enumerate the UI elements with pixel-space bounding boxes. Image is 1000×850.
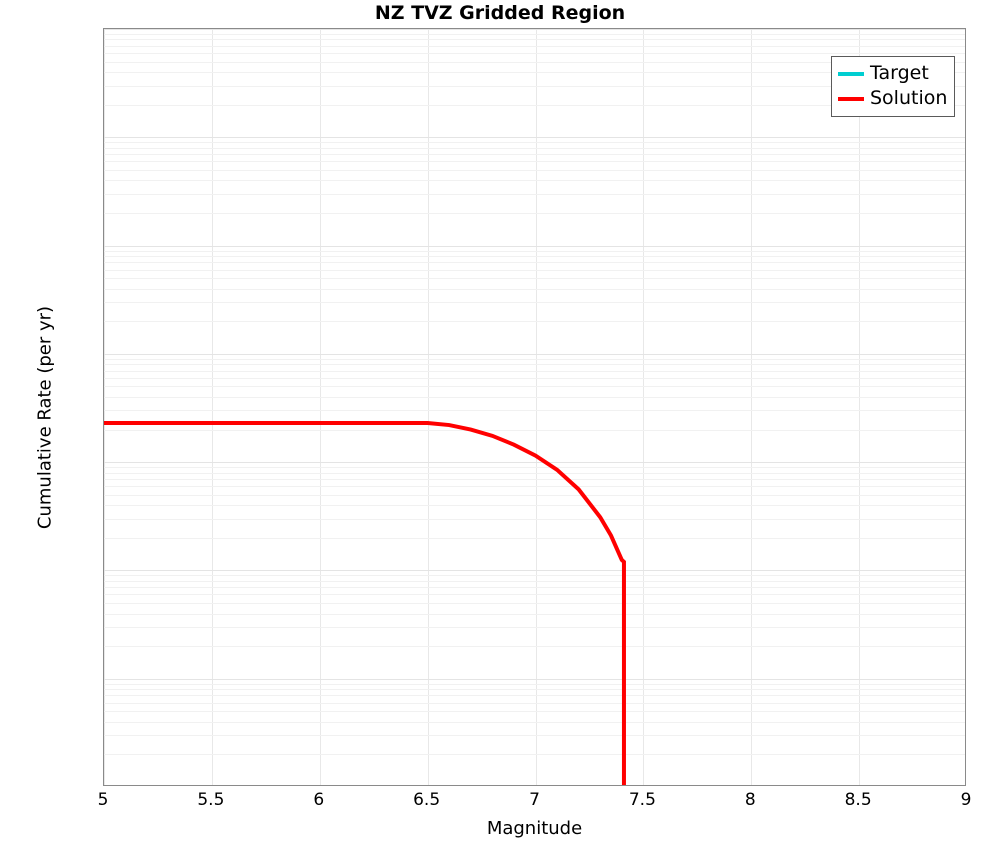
- gridline-horizontal-minor: [104, 45, 965, 47]
- legend-entry[interactable]: Solution: [838, 86, 947, 111]
- gridline-horizontal-minor: [104, 278, 965, 280]
- y-axis-label: Cumulative Rate (per yr): [34, 305, 56, 530]
- gridline-horizontal-minor: [104, 85, 965, 87]
- gridline-horizontal-minor: [104, 53, 965, 55]
- x-tick-label: 8.5: [844, 790, 872, 810]
- gridline-vertical: [319, 29, 321, 785]
- gridline-horizontal-minor: [104, 410, 965, 412]
- gridline-horizontal-minor: [104, 575, 965, 577]
- gridline-horizontal-minor: [104, 386, 965, 388]
- gridline-horizontal-minor: [104, 321, 965, 323]
- x-axis-label: Magnitude: [486, 818, 583, 839]
- gridline-horizontal-minor: [104, 711, 965, 713]
- gridline-horizontal-major: [104, 570, 965, 572]
- legend-label: Solution: [870, 87, 948, 109]
- series-layer: [104, 420, 626, 785]
- series-line-solution: [104, 420, 626, 785]
- gridline-horizontal-major: [104, 678, 965, 680]
- gridline-horizontal-minor: [104, 689, 965, 691]
- x-tick-label: 9: [960, 790, 972, 810]
- gridline-horizontal-minor: [104, 603, 965, 605]
- gridline-horizontal-major: [104, 245, 965, 247]
- gridline-horizontal-minor: [104, 494, 965, 496]
- x-tick-label: 5: [97, 790, 109, 810]
- gridline-horizontal-minor: [104, 429, 965, 431]
- gridline-horizontal-minor: [104, 262, 965, 264]
- gridline-horizontal-minor: [104, 72, 965, 74]
- x-tick-label: 5.5: [197, 790, 225, 810]
- legend-color-swatch: [838, 96, 864, 101]
- gridline-horizontal-major: [104, 29, 965, 30]
- gridline-horizontal-minor: [104, 169, 965, 171]
- gridline-horizontal-minor: [104, 193, 965, 195]
- gridline-horizontal-minor: [104, 212, 965, 214]
- gridline-horizontal-minor: [104, 302, 965, 304]
- gridline-horizontal-minor: [104, 594, 965, 596]
- gridline-horizontal-minor: [104, 518, 965, 520]
- gridline-horizontal-minor: [104, 467, 965, 469]
- gridline-horizontal-minor: [104, 370, 965, 372]
- gridline-horizontal-minor: [104, 180, 965, 182]
- gridline-horizontal-minor: [104, 250, 965, 252]
- x-tick-label: 6: [313, 790, 325, 810]
- gridline-horizontal-minor: [104, 61, 965, 63]
- gridline-horizontal-minor: [104, 104, 965, 106]
- gridline-vertical: [751, 29, 753, 785]
- gridline-vertical: [535, 29, 537, 785]
- x-tick-label: 8: [744, 790, 756, 810]
- gridline-horizontal-minor: [104, 683, 965, 685]
- gridline-vertical: [427, 29, 429, 785]
- gridline-horizontal-minor: [104, 288, 965, 290]
- gridline-vertical: [643, 29, 645, 785]
- gridline-horizontal-minor: [104, 147, 965, 149]
- gridline-horizontal-minor: [104, 721, 965, 723]
- gridline-horizontal-minor: [104, 478, 965, 480]
- gridline-horizontal-minor: [104, 377, 965, 379]
- gridline-horizontal-minor: [104, 486, 965, 488]
- gridline-horizontal-minor: [104, 39, 965, 41]
- legend-entry[interactable]: Target: [838, 61, 947, 86]
- gridline-vertical: [211, 29, 213, 785]
- gridline-horizontal-major: [104, 462, 965, 464]
- gridline-horizontal-major: [104, 137, 965, 139]
- x-tick-label: 7.5: [628, 790, 656, 810]
- gridline-horizontal-minor: [104, 358, 965, 360]
- x-tick-label: 7: [529, 790, 540, 810]
- gridline-horizontal-minor: [104, 702, 965, 704]
- gridline-horizontal-minor: [104, 695, 965, 697]
- x-tick-label: 6.5: [413, 790, 441, 810]
- gridline-horizontal-minor: [104, 754, 965, 756]
- chart-legend: Target Solution: [831, 56, 956, 117]
- gridline-horizontal-minor: [104, 256, 965, 258]
- gridline-horizontal-minor: [104, 161, 965, 163]
- chart-title: NZ TVZ Gridded Region: [374, 2, 626, 24]
- gridline-horizontal-minor: [104, 142, 965, 144]
- gridline-horizontal-minor: [104, 364, 965, 366]
- gridline-vertical: [859, 29, 861, 785]
- gridline-horizontal-minor: [104, 154, 965, 156]
- plot-area: [103, 28, 966, 786]
- legend-label: Target: [870, 62, 929, 84]
- gridline-horizontal-minor: [104, 472, 965, 474]
- gridline-horizontal-minor: [104, 537, 965, 539]
- gridline-vertical: [104, 29, 105, 785]
- gridline-horizontal-minor: [104, 580, 965, 582]
- gridline-horizontal-minor: [104, 646, 965, 648]
- gridline-horizontal-minor: [104, 505, 965, 507]
- gridline-horizontal-minor: [104, 33, 965, 35]
- gridline-horizontal-minor: [104, 627, 965, 629]
- gridline-horizontal-minor: [104, 735, 965, 737]
- gridline-horizontal-minor: [104, 269, 965, 271]
- gridline-horizontal-major: [104, 353, 965, 355]
- gridline-horizontal-minor: [104, 613, 965, 615]
- gridline-horizontal-minor: [104, 396, 965, 398]
- legend-color-swatch: [838, 71, 864, 76]
- gridline-horizontal-minor: [104, 587, 965, 589]
